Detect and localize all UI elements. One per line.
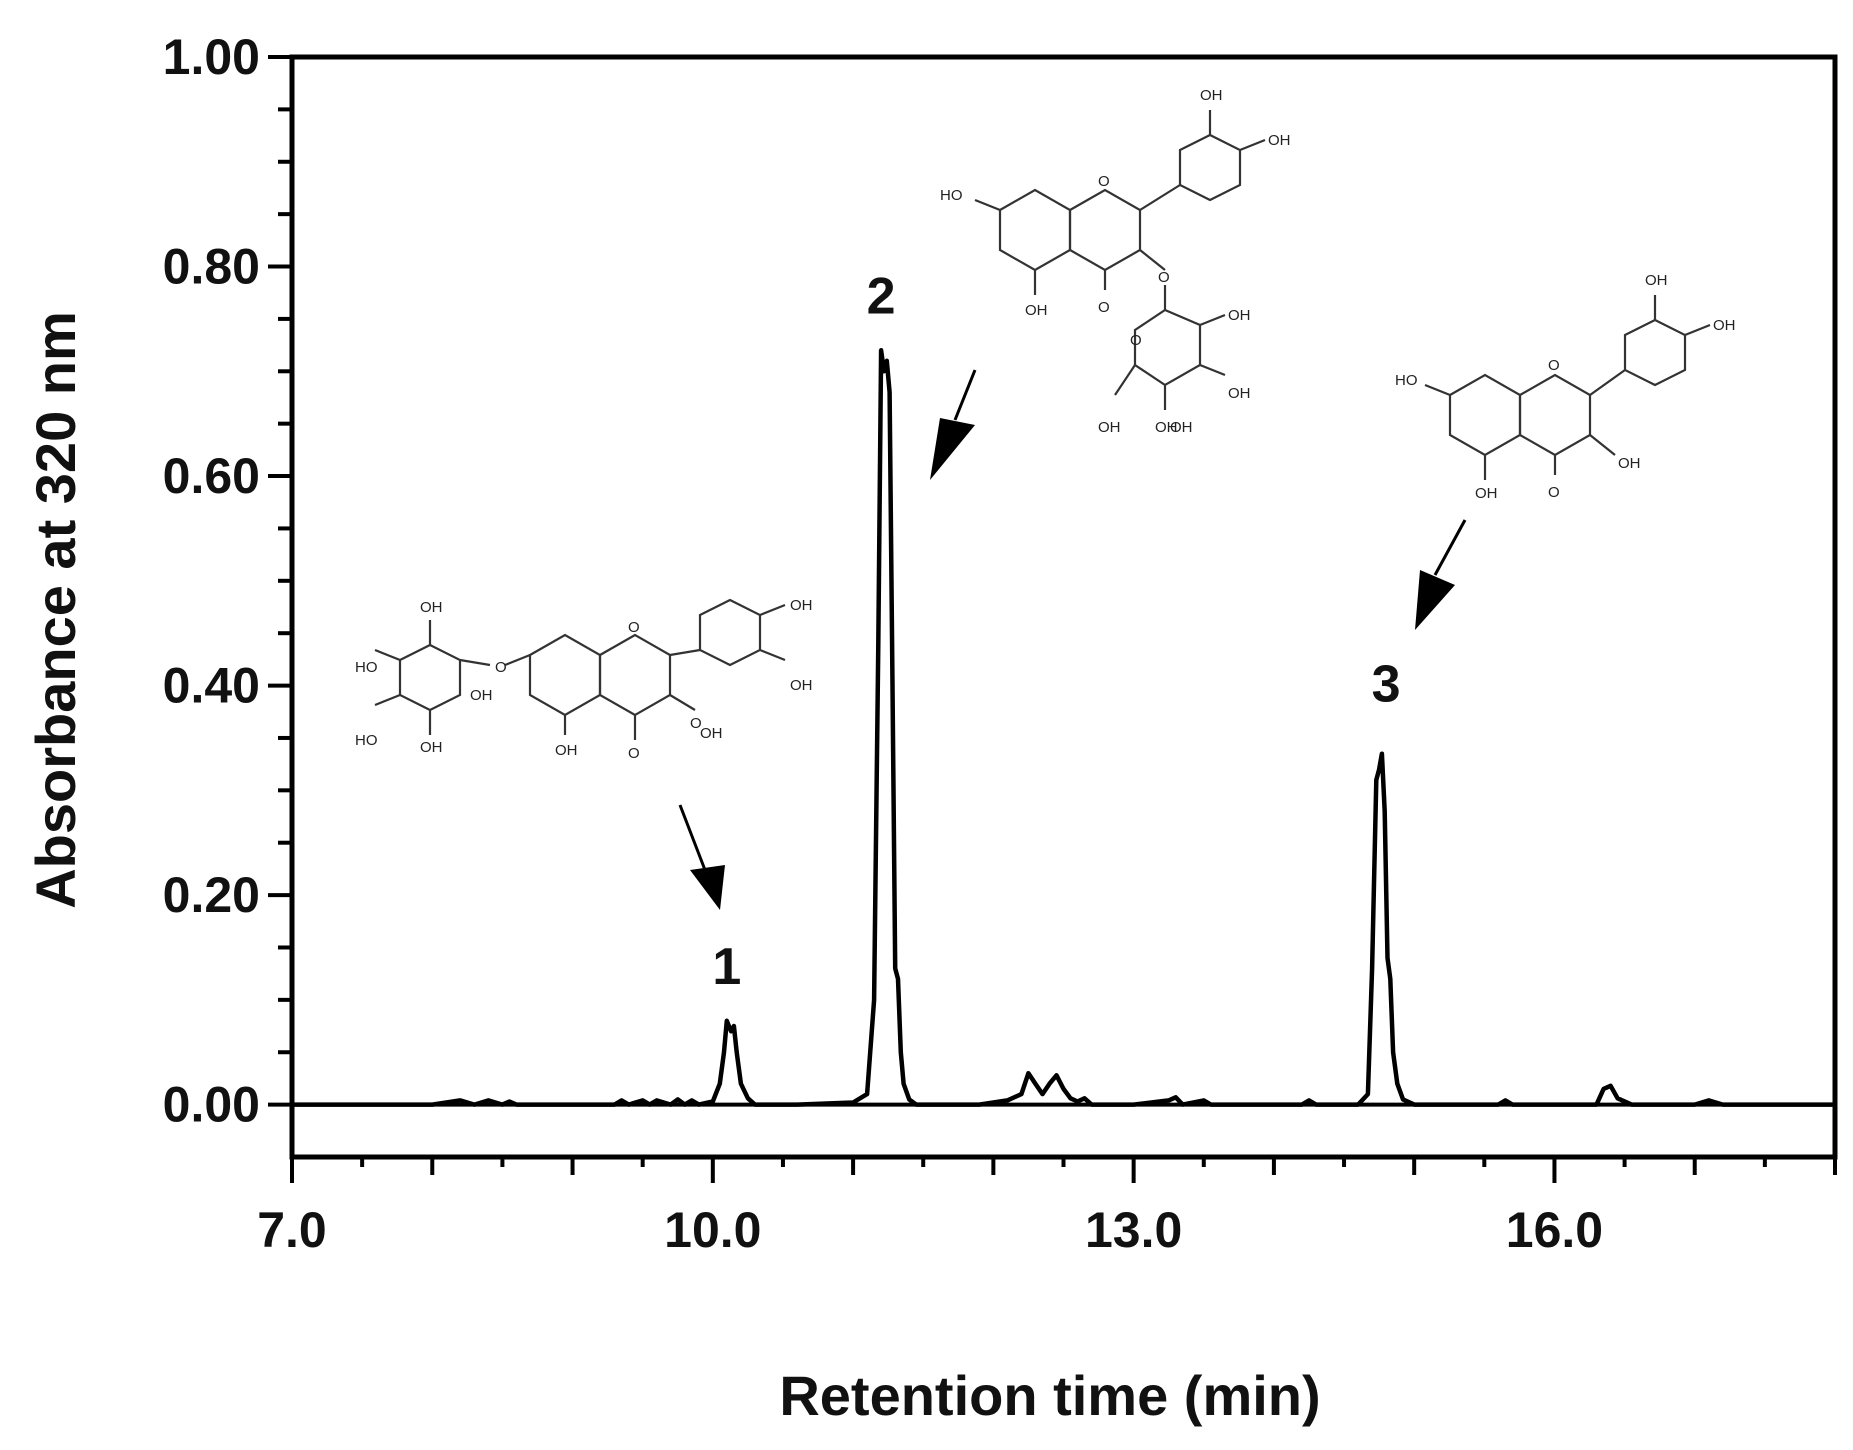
y-tick-label: 1.00 bbox=[163, 29, 260, 85]
plot-frame bbox=[289, 54, 1838, 1160]
chemical-structure-3: OH OH HO O OH OH O bbox=[1395, 272, 1736, 502]
y-axis-title: Absorbance at 320 nm bbox=[24, 311, 87, 909]
arrow-peak-3 bbox=[1415, 519, 1467, 630]
structure-1-label-13: OH bbox=[470, 687, 493, 704]
structure-1-label-2: OH bbox=[420, 599, 443, 616]
structure-2-label-1: OH bbox=[1200, 87, 1223, 104]
chemical-structure-2: OH OH HO O O OH O OH O OH OH OH OH bbox=[940, 87, 1291, 436]
structure-1-label-3: O bbox=[495, 659, 507, 676]
peak-labels: 1 2 3 bbox=[712, 268, 1400, 996]
structure-3-label-7: O bbox=[1548, 484, 1560, 501]
structure-2-label-2: OH bbox=[1268, 132, 1291, 149]
peak-label-2: 2 bbox=[867, 268, 896, 326]
y-tick-label: 0.00 bbox=[163, 1077, 260, 1133]
structure-3-label-6: OH bbox=[1475, 485, 1498, 502]
structure-1-label-5: OH bbox=[420, 739, 443, 756]
chemical-structure-1: HO OH O HO OH OH O O O OH OH OH OH bbox=[355, 597, 813, 762]
structure-2-label-3: HO bbox=[940, 187, 963, 204]
structure-1-label-1: HO bbox=[355, 659, 378, 676]
structure-3-label-2: OH bbox=[1713, 317, 1736, 334]
structure-2-label-7: O bbox=[1158, 269, 1170, 286]
structure-3-label-4: O bbox=[1548, 357, 1560, 374]
structure-2-label-9: O bbox=[1130, 332, 1142, 349]
structure-3-label-1: OH bbox=[1645, 272, 1668, 289]
chromatogram-trace bbox=[292, 348, 1835, 1107]
structure-1-label-7: O bbox=[628, 745, 640, 762]
x-tick-label: 16.0 bbox=[1506, 1202, 1603, 1258]
tick-labels: 0.00 0.20 0.40 0.60 0.80 1.00 7.0 10.0 13.0 16.0 bbox=[163, 29, 1603, 1258]
structure-2-label-12: OH bbox=[1098, 419, 1121, 436]
structure-2-label-5: O bbox=[1098, 299, 1110, 316]
x-tick-label: 7.0 bbox=[257, 1202, 327, 1258]
structure-2-label-6: OH bbox=[1025, 302, 1048, 319]
structure-1-label-10: OH bbox=[790, 597, 813, 614]
y-tick-label: 0.40 bbox=[163, 658, 260, 714]
structure-2-label-10: OH bbox=[1228, 385, 1251, 402]
structure-1-label-12: OH bbox=[700, 725, 723, 742]
structure-1-label-11: OH bbox=[790, 677, 813, 694]
x-tick-label: 13.0 bbox=[1085, 1202, 1182, 1258]
tick-marks bbox=[268, 55, 1837, 1183]
y-tick-label: 0.60 bbox=[163, 448, 260, 504]
structure-2-label-8: OH bbox=[1228, 307, 1251, 324]
peak-label-1: 1 bbox=[712, 938, 741, 996]
structure-2-label-4: O bbox=[1098, 173, 1110, 190]
axes bbox=[289, 54, 1838, 1160]
structure-3-label-5: OH bbox=[1618, 455, 1641, 472]
structure-1-label-6: OH bbox=[555, 742, 578, 759]
peak-label-3: 3 bbox=[1372, 655, 1401, 713]
arrow-peak-2 bbox=[930, 369, 977, 480]
y-tick-label: 0.20 bbox=[163, 867, 260, 923]
x-tick-label: 10.0 bbox=[664, 1202, 761, 1258]
arrow-peak-1 bbox=[678, 804, 725, 910]
structure-1-label-9: O bbox=[628, 619, 640, 636]
structure-3-label-3: HO bbox=[1395, 372, 1418, 389]
structure-2-label-11: OH bbox=[1155, 419, 1178, 436]
y-tick-label: 0.80 bbox=[163, 239, 260, 295]
structure-2-label-13: OH bbox=[1170, 419, 1193, 436]
x-axis-title: Retention time (min) bbox=[779, 1364, 1320, 1427]
structure-1-label-4: HO bbox=[355, 732, 378, 749]
structure-1-label-8: O bbox=[690, 715, 702, 732]
